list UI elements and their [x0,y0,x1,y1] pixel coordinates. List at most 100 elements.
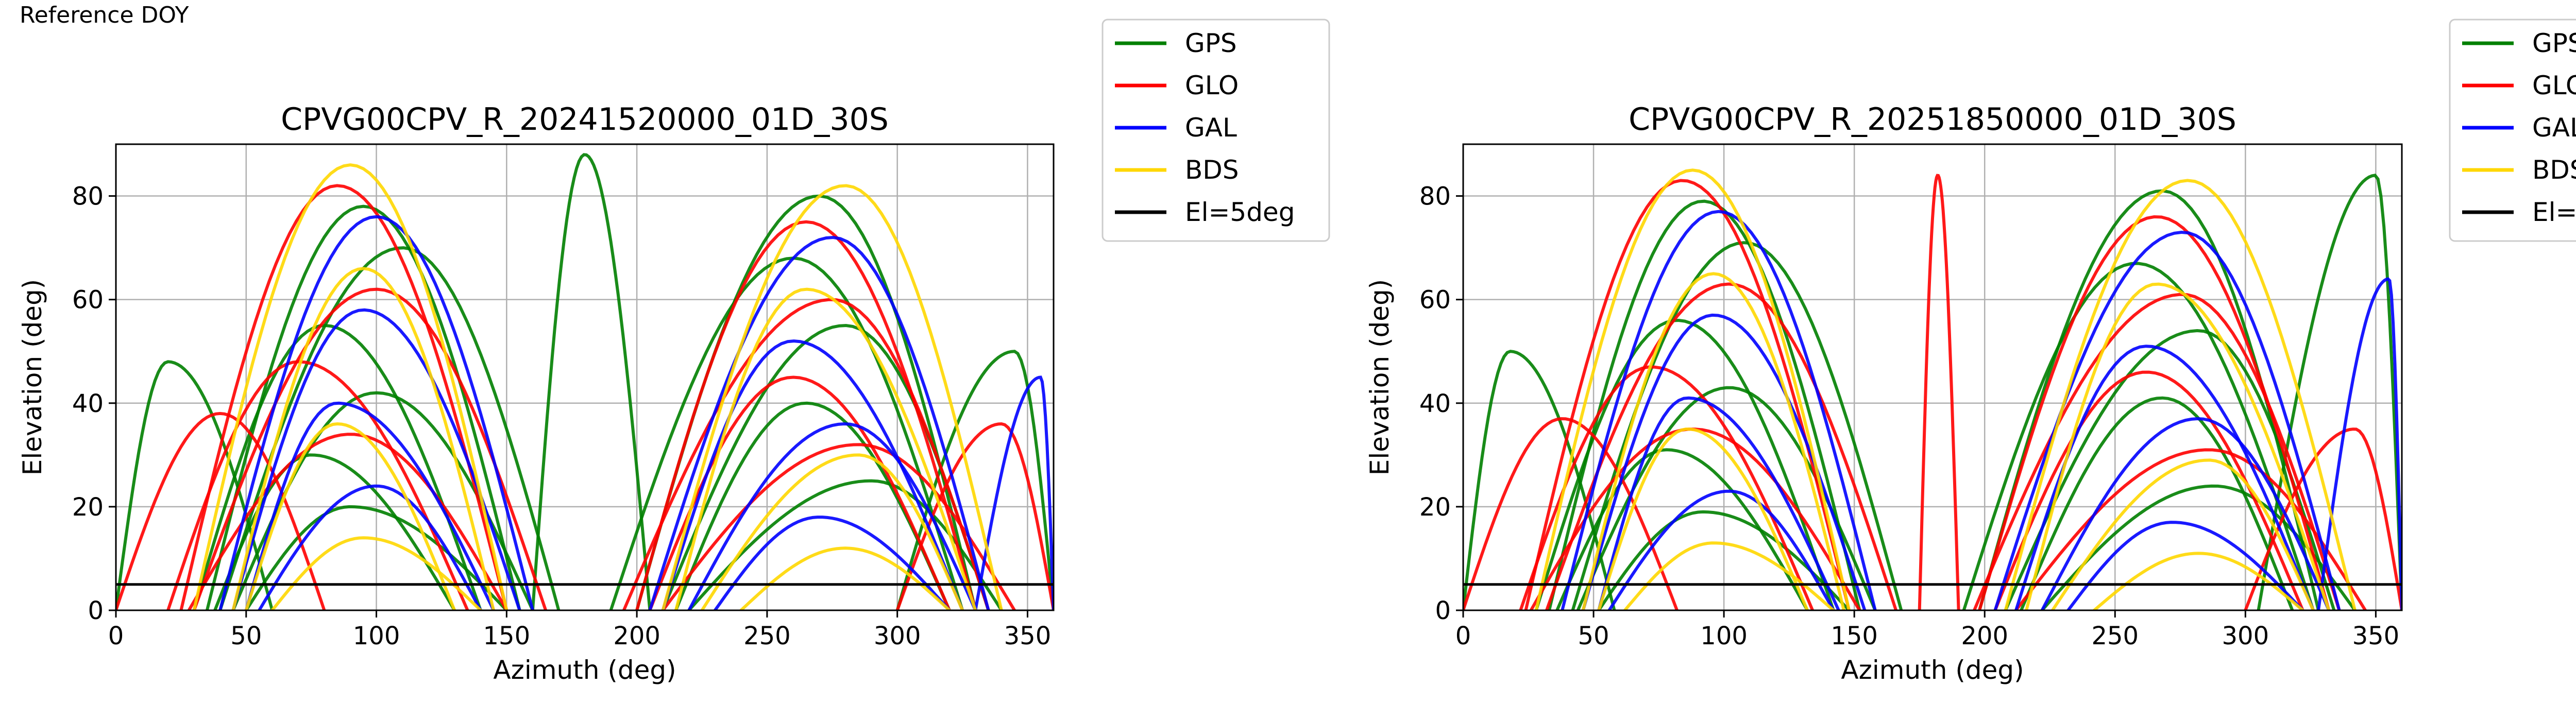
x-tick-label: 350 [1004,622,1052,650]
track-glo [648,375,951,610]
y-tick-label: 40 [1419,389,1451,418]
track-glo [1993,370,2304,610]
y-tick-label: 60 [1419,286,1451,315]
track-bds [1581,272,1845,610]
track-bds [2050,458,2315,610]
legend-entry: GAL [2532,113,2576,143]
track-glo [622,298,990,610]
track-gal [2317,277,2402,610]
legend-entry: GPS [1185,28,1237,58]
axes-frame [115,143,1055,611]
chart-title: CPVG00CPV_R_20241520000_01D_30S [281,101,889,138]
legend: GPS GLO GAL BDS El=5deg [1101,19,1330,242]
track-gps [2004,329,2336,610]
chart-title: CPVG00CPV_R_20251850000_01D_30S [1629,101,2236,138]
x-tick-label: 0 [108,622,124,650]
legend-box [1101,19,1330,242]
track-bds [2025,282,2331,610]
x-axis-label: Azimuth (deg) [493,655,676,685]
grid [1462,144,2402,611]
y-tick-label: 20 [1419,493,1451,522]
track-gps [1548,199,1861,610]
track-gal [1993,230,2341,610]
track-gal [687,422,977,610]
x-tick-label: 150 [1831,622,1878,650]
track-glo [166,360,469,610]
track-bds [674,287,977,610]
x-tick-label: 300 [874,622,921,650]
track-glo [2244,427,2402,610]
track-bds [244,422,456,610]
track-bds [270,536,482,610]
track-gal [1561,210,1877,610]
x-tick-label: 100 [1700,622,1748,650]
legend-entry: BDS [1185,155,1239,185]
track-gal [2040,417,2331,610]
track-glo [1519,365,1815,610]
track-gps [531,153,652,610]
reference-doy-label: Reference DOY [20,2,189,28]
track-bds [1597,427,1809,610]
track-gal [648,235,990,610]
track-glo [635,220,977,610]
track-bds [2004,179,2357,610]
y-axis-label: Elevation (deg) [1365,279,1395,475]
legend-box [2449,19,2576,242]
series-glo [116,184,1054,610]
legend: GPS GLO GAL BDS El=5deg [2449,19,2576,242]
legend-entry: El=5deg [2532,197,2576,227]
y-axis-label: Elevation (deg) [18,279,47,475]
chart-panel-right: 0 50 100 150 200 250 300 350 0 20 40 60 80 CPVG00CPV_… [1365,19,2576,685]
track-bds [1623,541,1835,610]
y-tick-label: 0 [1435,596,1451,625]
legend-entry: BDS [2532,155,2576,185]
track-gps [192,323,482,610]
plot-area [1463,168,2402,610]
grid [115,144,1054,611]
x-tick-label: 0 [1455,622,1471,650]
y-tick-label: 80 [1419,182,1451,211]
track-gps [2257,174,2402,610]
track-glo [179,184,509,610]
track-glo [116,412,326,610]
track-gps [674,401,951,610]
track-gps [1962,262,2315,610]
track-gal [713,516,951,610]
x-tick-label: 100 [353,622,400,650]
track-gal [244,401,496,610]
x-tick-label: 50 [1578,622,1609,650]
track-gps [2040,484,2357,610]
track-bds [700,453,964,610]
series-bds [1534,168,2357,610]
y-tick-label: 20 [72,493,104,522]
series-gal [218,215,1054,610]
x-tick-label: 50 [230,622,262,650]
track-bds [739,546,951,610]
legend-entry: GLO [2532,71,2576,100]
track-glo [1524,179,1851,610]
x-tick-label: 250 [743,622,791,650]
track-glo [192,287,548,610]
track-bds [661,184,1003,610]
track-gps [1555,448,1809,610]
axes-frame [1462,143,2403,611]
y-tick-label: 0 [88,596,104,625]
y-tick-label: 60 [72,286,104,315]
track-bds [2092,552,2304,610]
x-tick-label: 200 [613,622,660,650]
legend-entry: GAL [1185,113,1237,143]
legend-entry: GPS [2532,28,2576,58]
track-glo [1918,174,1960,610]
x-axis-label: Azimuth (deg) [1841,655,2024,685]
track-bds [192,163,509,610]
track-gal [661,339,964,610]
track-bds [231,267,496,610]
track-gal [231,308,521,610]
track-glo [895,422,1054,610]
track-bds [1534,168,1851,610]
y-tick-label: 40 [72,389,104,418]
series-glo [1463,174,2402,610]
track-gps [244,505,509,610]
track-gal [258,484,482,610]
